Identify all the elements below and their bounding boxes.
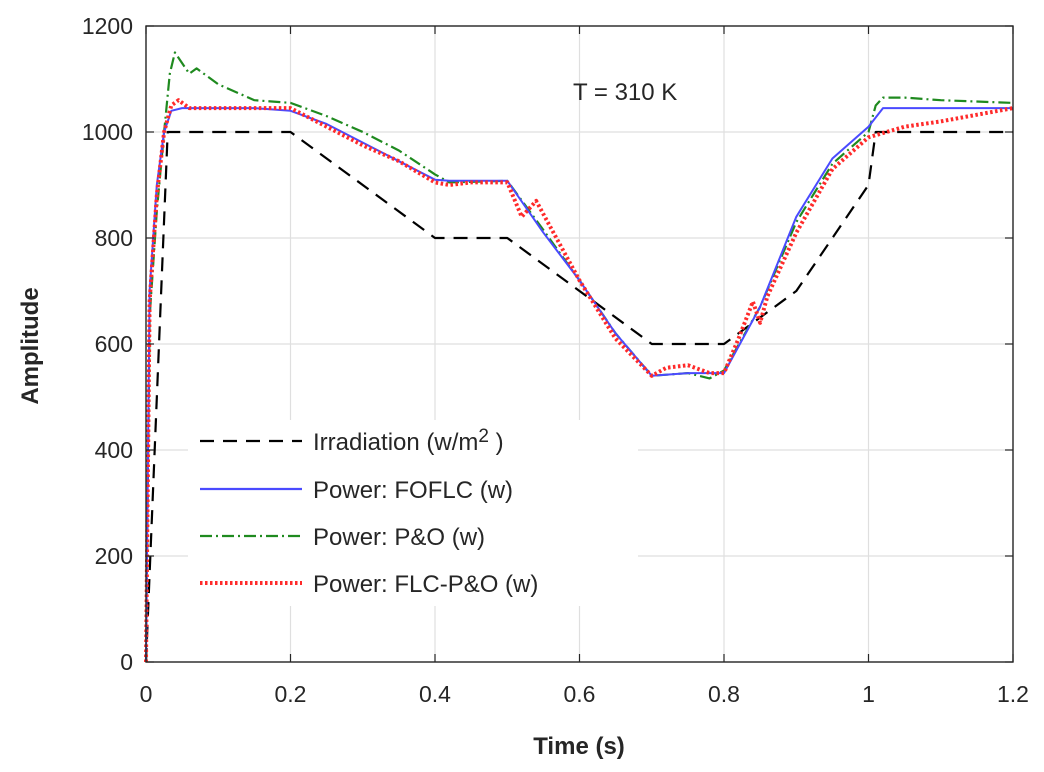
y-axis-label: Amplitude: [17, 287, 44, 404]
x-tick-label: 1: [862, 681, 875, 707]
series-line-power-flc-p-o-w: [144, 98, 1014, 663]
x-tick-label: 0.2: [275, 681, 307, 707]
y-tick-label: 800: [95, 225, 133, 251]
x-tick-label: 0.8: [708, 681, 740, 707]
series-line-power-p-o-w: [144, 51, 1014, 663]
legend-label-flc-po: Power: FLC-P&O (w): [313, 571, 538, 598]
legend-box: [188, 420, 638, 606]
series-line-irradiation-w-m: [144, 130, 1013, 663]
legend-label-irradiation: Irradiation (w/m2 ): [313, 426, 504, 456]
ticks: [145, 25, 1014, 663]
y-tick-label: 0: [120, 649, 133, 675]
y-tick-label: 200: [95, 543, 133, 569]
tick-labels: 0 0.2 0.4 0.6 0.8 1 1.2 0 200 400 600 800 1000 1200: [82, 13, 1029, 707]
temperature-annotation: T = 310 K: [573, 79, 677, 106]
x-tick-label: 1.2: [997, 681, 1029, 707]
y-tick-label: 1200: [82, 13, 133, 39]
y-tick-label: 400: [95, 437, 133, 463]
legend-label-foflc: Power: FOFLC (w): [313, 477, 513, 504]
y-tick-label: 1000: [82, 119, 133, 145]
y-tick-label: 600: [95, 331, 133, 357]
series-group: [144, 51, 1014, 663]
x-tick-label: 0: [140, 681, 153, 707]
legend-label-po: Power: P&O (w): [313, 524, 485, 551]
x-axis-label: Time (s): [533, 733, 625, 760]
series-line-power-foflc-w: [145, 107, 1013, 663]
legend: Irradiation (w/m2 ) Power: FOFLC (w) Pow…: [188, 420, 638, 606]
x-tick-label: 0.4: [419, 681, 451, 707]
x-tick-label: 0.6: [564, 681, 596, 707]
